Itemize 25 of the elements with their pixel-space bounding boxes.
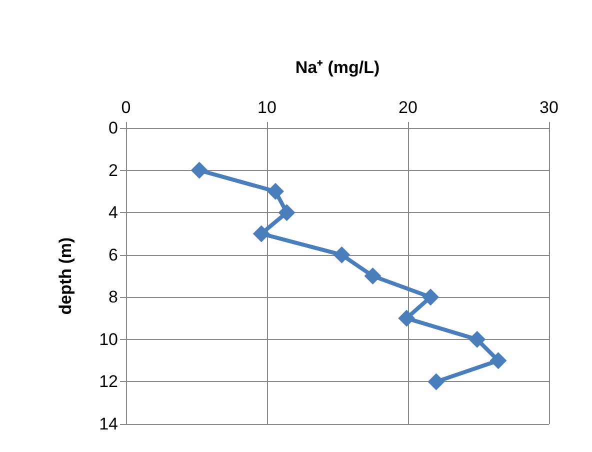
point xyxy=(490,352,507,370)
y-tick-label: 14 xyxy=(99,414,118,434)
y-tick-label: 2 xyxy=(108,160,118,180)
point xyxy=(422,288,440,306)
point xyxy=(364,268,382,284)
y-axis-title: depth (m) xyxy=(56,237,75,315)
x-tick-label: 30 xyxy=(540,98,558,117)
point xyxy=(266,182,284,200)
x-tick-label: 10 xyxy=(258,98,276,117)
y-tick-label: 0 xyxy=(108,118,118,138)
point xyxy=(190,162,208,179)
x-tick-label: 0 xyxy=(121,98,131,117)
point xyxy=(333,246,350,264)
x-tick-label: 20 xyxy=(398,98,418,117)
point xyxy=(468,330,486,348)
point xyxy=(398,310,416,327)
y-tick-label: 10 xyxy=(99,330,118,349)
y-tick-label: 12 xyxy=(99,372,118,392)
point xyxy=(278,204,296,222)
y-tick-label: 6 xyxy=(108,245,118,264)
y-tick-label: 8 xyxy=(108,288,118,307)
x-axis-title: Na⁺ (mg/L) xyxy=(295,58,380,77)
point xyxy=(428,373,445,390)
point xyxy=(252,225,270,242)
y-tick-label: 4 xyxy=(108,203,118,222)
